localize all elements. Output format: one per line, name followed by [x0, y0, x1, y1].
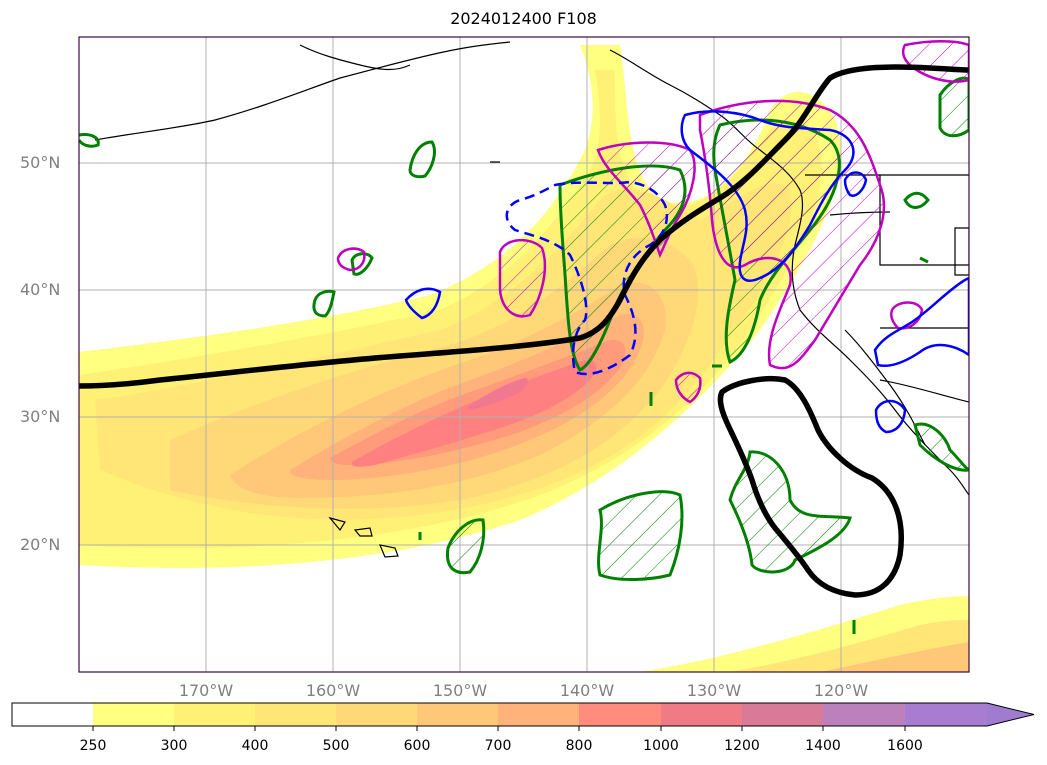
- lat-label-40n: 40°N: [20, 280, 61, 299]
- colorbar-label-300: 300: [160, 738, 188, 754]
- colorbar-label-250: 250: [79, 738, 107, 754]
- jet-axis-line: [79, 64, 969, 389]
- plot-frame: [78, 36, 970, 673]
- colorbar-outline: [11, 702, 1035, 727]
- colorbar-label-1400: 1400: [805, 738, 841, 754]
- ivt-band-1000: [351, 359, 597, 467]
- lon-label-130w: 130°W: [686, 681, 742, 700]
- colorbar-bin-700: [498, 703, 579, 726]
- lat-label-50n: 50°N: [20, 153, 61, 172]
- lon-label-160w: 160°W: [305, 681, 361, 700]
- colorbar-bin-1400: [823, 703, 905, 726]
- lon-label-150w: 150°W: [432, 681, 488, 700]
- closed-low-contour: [717, 376, 904, 598]
- ivt-band-1200: [467, 378, 528, 410]
- blue-contours: [404, 110, 969, 434]
- colorbar-extend-arrow: [987, 703, 1034, 726]
- colorbar-label-600: 600: [403, 738, 431, 754]
- magenta-contours: [336, 40, 969, 404]
- colorbar-bin-500: [336, 703, 417, 726]
- colorbar-bin-400: [255, 703, 336, 726]
- colorbar-bin-600: [417, 703, 498, 726]
- ivt-band-se-600: [820, 642, 969, 672]
- colorbar: [11, 702, 1035, 731]
- colorbar-label-1600: 1600: [887, 738, 923, 754]
- colorbar-bin-1200: [742, 703, 823, 726]
- lon-label-140w: 140°W: [559, 681, 615, 700]
- lon-label-120w: 120°W: [813, 681, 869, 700]
- colorbar-label-800: 800: [565, 738, 593, 754]
- colorbar-label-1000: 1000: [643, 738, 679, 754]
- colorbar-bin-1600: [905, 703, 987, 726]
- lat-label-30n: 30°N: [20, 407, 61, 426]
- lon-label-170w: 170°W: [178, 681, 234, 700]
- colorbar-label-400: 400: [241, 738, 269, 754]
- colorbar-bin-300: [174, 703, 255, 726]
- colorbar-bin-250: [93, 703, 174, 726]
- colorbar-label-700: 700: [484, 738, 512, 754]
- colorbar-label-500: 500: [322, 738, 350, 754]
- lat-label-20n: 20°N: [20, 535, 61, 554]
- map-title: 2024012400 F108: [450, 9, 597, 28]
- colorbar-bin-1000: [661, 703, 742, 726]
- colorbar-under: [12, 703, 93, 726]
- jet-lines: [79, 64, 969, 598]
- colorbar-label-1200: 1200: [724, 738, 760, 754]
- colorbar-bin-800: [579, 703, 661, 726]
